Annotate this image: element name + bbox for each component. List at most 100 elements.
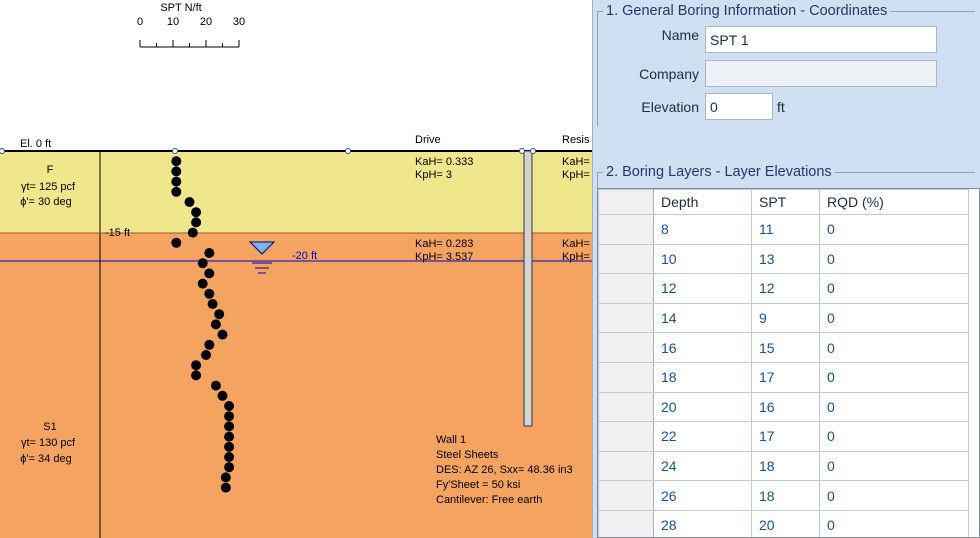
cell-depth[interactable]: 18 xyxy=(653,361,752,393)
table-row[interactable]: 12 12 0 xyxy=(598,273,969,304)
table-row[interactable]: 20 16 0 xyxy=(598,391,969,423)
spt-point xyxy=(171,156,182,167)
water-table-label: -20 ft xyxy=(292,250,317,262)
cell-rqd[interactable]: 0 xyxy=(819,332,969,363)
cell-rqd[interactable]: 0 xyxy=(819,273,969,304)
table-row[interactable]: 26 18 0 xyxy=(598,480,969,511)
column-header-rqd[interactable]: RQD (%) xyxy=(819,189,969,215)
table-row[interactable]: 18 17 0 xyxy=(598,361,969,393)
spt-point xyxy=(171,166,182,177)
wall-top-node-icon xyxy=(530,148,536,154)
sheet-pile-wall[interactable] xyxy=(523,150,533,427)
cell-spt[interactable]: 16 xyxy=(751,391,820,423)
cell-spt[interactable]: 18 xyxy=(751,480,820,511)
table-row[interactable]: 8 11 0 xyxy=(598,214,969,245)
spt-scale-title: SPT N/ft xyxy=(160,2,201,14)
soil-f-drive-ka: KaH= 0.333 xyxy=(415,156,473,168)
cell-spt[interactable]: 17 xyxy=(751,421,820,452)
soil-layer-f[interactable] xyxy=(0,151,592,233)
wall-info-line-4: Fy'Sheet = 50 ksi xyxy=(436,479,520,491)
spt-point xyxy=(191,207,202,218)
table-row[interactable]: 24 18 0 xyxy=(598,450,969,482)
row-header-cell[interactable] xyxy=(598,361,654,393)
row-header-cell[interactable] xyxy=(598,480,654,511)
row-header-cell[interactable] xyxy=(598,302,654,334)
company-label: Company xyxy=(639,66,699,82)
cell-rqd[interactable]: 0 xyxy=(819,480,969,511)
soil-f-resist-ka: KaH= xyxy=(562,156,590,168)
cell-depth[interactable]: 16 xyxy=(653,332,752,363)
row-header-cell[interactable] xyxy=(598,391,654,423)
cell-rqd[interactable]: 0 xyxy=(819,421,969,452)
spt-point xyxy=(171,176,182,187)
elevation-unit: ft xyxy=(777,99,785,115)
spt-scale-tick-20: 20 xyxy=(200,16,212,28)
spt-scale-tick-30: 30 xyxy=(233,16,245,28)
cell-spt[interactable]: 18 xyxy=(751,450,820,482)
cell-depth[interactable]: 26 xyxy=(653,480,752,511)
cell-rqd[interactable]: 0 xyxy=(819,509,969,537)
row-header-cell[interactable] xyxy=(598,421,654,452)
spt-point xyxy=(197,278,208,289)
cell-depth[interactable]: 14 xyxy=(653,302,752,334)
cell-spt[interactable]: 12 xyxy=(751,273,820,304)
cell-depth[interactable]: 20 xyxy=(653,391,752,423)
cell-rqd[interactable]: 0 xyxy=(819,214,969,245)
spt-point xyxy=(224,431,235,442)
boring-layers-table[interactable]: Depth SPT RQD (%) 8 11 0 10 13 0 12 12 0 14 9 0 16 15… xyxy=(597,188,980,538)
soil-f-friction-angle: ϕ'= 30 deg xyxy=(20,196,71,208)
cell-spt[interactable]: 13 xyxy=(751,243,820,275)
spt-point xyxy=(201,350,211,360)
row-header-cell[interactable] xyxy=(598,214,654,245)
column-header-depth[interactable]: Depth xyxy=(653,189,752,215)
spt-point xyxy=(224,462,235,473)
elevation-label: Elevation xyxy=(641,99,699,115)
table-row[interactable]: 16 15 0 xyxy=(598,332,969,363)
spt-point xyxy=(204,288,215,299)
cell-depth[interactable]: 22 xyxy=(653,421,752,452)
table-row[interactable]: 28 20 0 xyxy=(598,509,969,537)
spt-point xyxy=(220,472,231,483)
table-row[interactable]: 10 13 0 xyxy=(598,243,969,275)
cell-spt[interactable]: 17 xyxy=(751,361,820,393)
company-input[interactable] xyxy=(705,60,937,87)
section1-title: 1. General Boring Information - Coordina… xyxy=(603,3,891,19)
cell-depth[interactable]: 12 xyxy=(653,273,752,304)
row-header-cell[interactable] xyxy=(598,509,654,537)
cell-rqd[interactable]: 0 xyxy=(819,302,969,334)
spt-point xyxy=(217,329,228,340)
elevation-input[interactable] xyxy=(705,93,773,120)
table-row[interactable]: 14 9 0 xyxy=(598,302,969,334)
soil-s1-resist-ka: KaH= xyxy=(562,238,590,250)
row-header-cell[interactable] xyxy=(598,243,654,275)
row-header-cell[interactable] xyxy=(598,450,654,482)
cell-spt[interactable]: 15 xyxy=(751,332,820,363)
cell-depth[interactable]: 24 xyxy=(653,450,752,482)
cell-depth[interactable]: 28 xyxy=(653,509,752,537)
spt-point xyxy=(191,360,202,371)
drive-side-label: Drive xyxy=(415,134,441,146)
spt-point xyxy=(171,237,182,248)
spt-point xyxy=(210,380,221,391)
row-header-cell[interactable] xyxy=(598,332,654,363)
cell-spt[interactable]: 20 xyxy=(751,509,820,537)
cell-depth[interactable]: 8 xyxy=(653,214,752,245)
ground-node-icon xyxy=(345,148,351,154)
soil-s1-friction-angle: ϕ'= 34 deg xyxy=(20,453,71,465)
table-row[interactable]: 22 17 0 xyxy=(598,421,969,452)
soil-layer-s1[interactable] xyxy=(0,233,592,538)
cell-rqd[interactable]: 0 xyxy=(819,243,969,275)
cell-depth[interactable]: 10 xyxy=(653,243,752,275)
cell-spt[interactable]: 9 xyxy=(751,302,820,334)
cell-rqd[interactable]: 0 xyxy=(819,361,969,393)
cell-rqd[interactable]: 0 xyxy=(819,391,969,423)
spt-point xyxy=(207,299,218,309)
cell-rqd[interactable]: 0 xyxy=(819,450,969,482)
wall-info-line-1: Wall 1 xyxy=(436,434,466,446)
layer-boundary-label: -15 ft xyxy=(105,227,130,239)
column-header-spt[interactable]: SPT xyxy=(751,189,820,215)
name-input[interactable] xyxy=(705,26,937,53)
row-header-corner[interactable] xyxy=(598,189,654,215)
row-header-cell[interactable] xyxy=(598,273,654,304)
cell-spt[interactable]: 11 xyxy=(751,214,820,245)
